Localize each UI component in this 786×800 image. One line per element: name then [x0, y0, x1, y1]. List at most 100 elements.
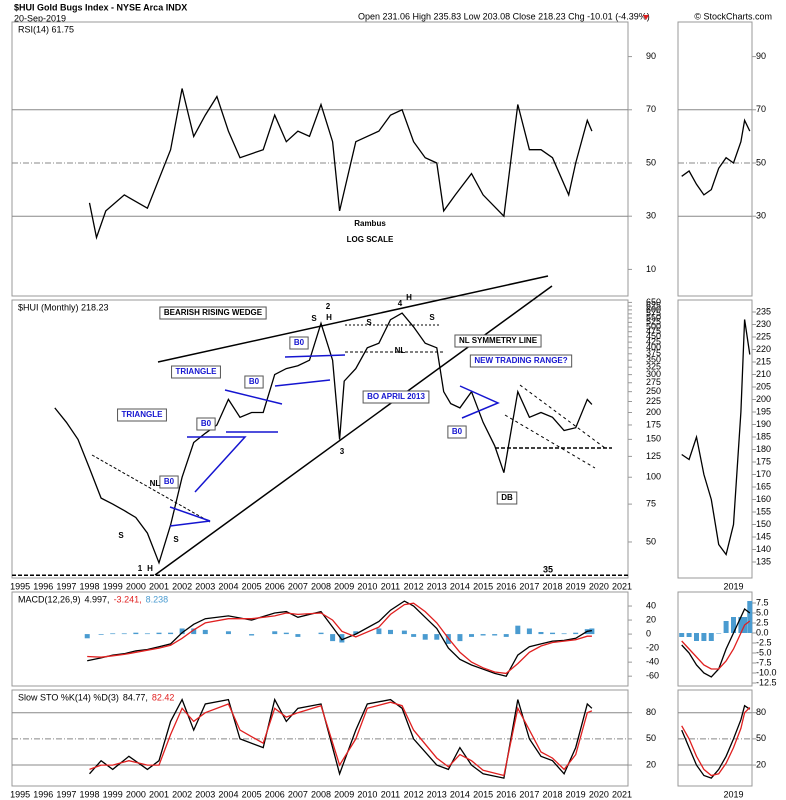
y-tick-label: 550 — [646, 312, 661, 322]
histogram-bar — [731, 617, 736, 633]
series-line — [681, 118, 751, 196]
annotation: TRIANGLE — [122, 410, 164, 419]
x-tick-label: 2010 — [357, 581, 377, 591]
histogram-bar — [121, 633, 127, 635]
y-tick-label: 250 — [646, 386, 661, 396]
annotation: S — [429, 313, 435, 322]
x-tick-label: 1997 — [56, 789, 76, 799]
histogram-bar — [538, 631, 544, 635]
y-tick-label: 400 — [646, 342, 661, 352]
down-arrow — [643, 15, 649, 20]
y-tick-label: 20 — [646, 614, 656, 624]
x-tick-label: 2004 — [218, 581, 238, 591]
triangle — [187, 436, 247, 493]
x-tick-label: 2000 — [126, 789, 146, 799]
histogram-bar — [701, 633, 707, 641]
y-tick-label: 275 — [646, 377, 661, 387]
y-tick-label: 160 — [756, 494, 771, 504]
histogram-bar — [179, 628, 185, 635]
y-tick-label: 525 — [646, 317, 661, 327]
x-tick-label: 2019 — [723, 581, 743, 591]
y-tick-label: 10 — [646, 264, 656, 274]
y-tick-label: -12.5 — [756, 677, 777, 687]
triangle — [274, 354, 346, 387]
panel — [677, 591, 753, 687]
histogram-bar — [480, 634, 486, 636]
histogram-bar — [272, 631, 278, 635]
y-tick-label: 350 — [646, 355, 661, 365]
y-tick-label: 90 — [646, 51, 656, 61]
x-tick-label: 2001 — [149, 789, 169, 799]
annotation: NL — [150, 479, 161, 488]
histogram-bar — [283, 632, 289, 635]
y-tick-label: 575 — [646, 308, 661, 318]
x-tick-label: 2011 — [381, 581, 400, 591]
annotation: B0 — [164, 477, 175, 486]
series-line — [87, 602, 592, 675]
annotation: H — [147, 564, 153, 573]
histogram-bar — [225, 631, 231, 635]
annotation: B0 — [249, 377, 260, 386]
x-tick-label: 2014 — [450, 581, 470, 591]
panel-legend: $HUI (Monthly) 218.23 — [18, 302, 109, 312]
x-tick-label: 2001 — [149, 581, 169, 591]
x-tick-label: 2015 — [473, 581, 493, 591]
annotation-box — [454, 334, 542, 348]
panel — [11, 21, 629, 297]
y-tick-label: 375 — [646, 348, 661, 358]
series-line — [89, 701, 593, 777]
x-tick-label: 1995 — [10, 789, 30, 799]
y-tick-label: 600 — [646, 304, 661, 314]
x-tick-label: 2007 — [288, 581, 308, 591]
panel-legend: MACD(12,26,9) — [18, 594, 81, 604]
y-tick-label: 70 — [756, 104, 766, 114]
histogram-bar — [747, 601, 753, 633]
annotation-box — [496, 491, 518, 505]
x-tick-label: 2020 — [589, 789, 609, 799]
y-tick-label: 210 — [756, 369, 771, 379]
series-line — [89, 697, 593, 779]
annotation-box — [171, 365, 221, 379]
annotation: S — [173, 535, 179, 544]
histogram-bar — [561, 633, 567, 635]
annotation-box — [244, 375, 264, 389]
y-tick-label: 0 — [646, 628, 651, 638]
histogram-bar — [133, 632, 139, 635]
y-tick-label: 150 — [646, 434, 661, 444]
x-tick-label: 2007 — [288, 789, 308, 799]
x-tick-label: 1996 — [33, 581, 53, 591]
wedge-bottom — [154, 285, 553, 576]
annotation: LOG SCALE — [347, 235, 394, 244]
x-tick-label: 2021 — [612, 789, 632, 799]
histogram-bar — [738, 617, 744, 633]
annotation: B0 — [201, 419, 212, 428]
y-tick-label: 70 — [646, 104, 656, 114]
x-tick-label: 2009 — [334, 789, 354, 799]
y-tick-label: 215 — [756, 356, 771, 366]
histogram-bar — [353, 631, 359, 635]
x-tick-label: 1999 — [103, 581, 123, 591]
y-tick-label: 650 — [646, 297, 661, 307]
y-tick-label: 180 — [756, 444, 771, 454]
annotation: NEW TRADING RANGE? — [474, 356, 567, 365]
x-tick-label: 2018 — [543, 581, 563, 591]
panel-legend: Slow STO %K(14) %D(3) — [18, 692, 119, 702]
x-tick-label: 2011 — [381, 789, 400, 799]
y-tick-label: 125 — [646, 451, 661, 461]
y-tick-label: 450 — [646, 331, 661, 341]
y-tick-label: 150 — [756, 519, 771, 529]
wedge-top — [157, 275, 549, 363]
y-tick-label: 325 — [646, 362, 661, 372]
annotation-box — [447, 425, 467, 439]
histogram-bar — [515, 625, 521, 635]
histogram-bar — [249, 634, 255, 636]
x-tick-label: 2017 — [519, 789, 539, 799]
x-tick-label: 2004 — [218, 789, 238, 799]
x-tick-label: 2008 — [311, 789, 331, 799]
x-tick-label: 2017 — [519, 581, 539, 591]
histogram-bar — [589, 628, 595, 635]
x-tick-label: 1995 — [10, 581, 30, 591]
y-tick-label: 175 — [646, 419, 661, 429]
histogram-bar — [457, 634, 463, 642]
legend-readout: 82.42 — [152, 692, 175, 702]
